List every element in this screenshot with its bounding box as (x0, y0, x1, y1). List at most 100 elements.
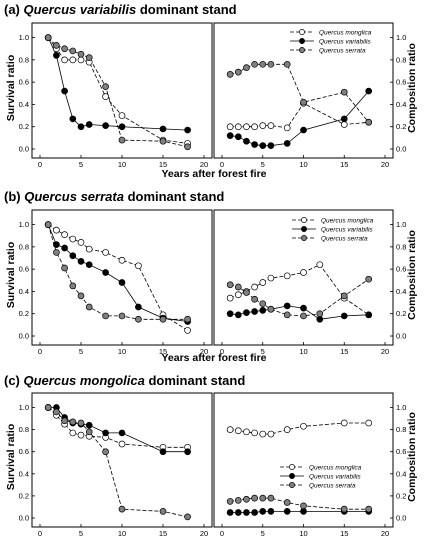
data-point-serrata (44, 34, 52, 41)
panel-b-prefix: (b) (4, 189, 25, 204)
data-point-serrata (53, 408, 60, 416)
data-point-mongolica (267, 122, 275, 129)
series-line-variabilis (230, 305, 369, 320)
x-tick-label: 10 (299, 160, 307, 169)
data-point-mongolica (340, 419, 348, 427)
x-tick-label: 5 (79, 160, 83, 169)
y-tick-label: 1.0 (19, 403, 29, 412)
data-point-serrata (243, 64, 250, 72)
data-point-mongolica (118, 256, 126, 264)
data-point-variabilis (251, 509, 258, 516)
data-point-mongolica (226, 426, 234, 433)
series-line-variabilis (230, 90, 370, 147)
x-tick-label: 5 (261, 529, 265, 538)
data-point-variabilis (283, 140, 291, 147)
panel-a-right-ylabel: Composition ratio (406, 43, 418, 133)
data-point-serrata (53, 42, 60, 49)
data-point-mongolica (118, 112, 126, 119)
data-point-mongolica (61, 231, 68, 238)
x-tick-label: 0 (38, 347, 42, 356)
x-tick-label: 20 (200, 160, 208, 169)
y-tick-label: 0.0 (396, 514, 406, 523)
data-point-mongolica (365, 419, 373, 427)
data-point-mongolica (69, 235, 77, 243)
data-point-variabilis (118, 123, 126, 131)
x-tick-label: 15 (159, 160, 167, 169)
data-point-variabilis (267, 142, 275, 150)
data-point-variabilis (259, 142, 267, 150)
panel-c-right-ylabel: Composition ratio (406, 412, 418, 502)
series-line-mongolica (230, 422, 369, 435)
panel-b-right-ylabel: Composition ratio (406, 230, 418, 320)
data-point-serrata (267, 494, 275, 502)
data-point-variabilis (53, 241, 60, 248)
series-line-serrata (47, 224, 188, 320)
x-tick-label: 15 (340, 529, 348, 538)
panel-c-prefix: (c) (4, 373, 24, 388)
plot-a-composition: 0 5 10 15 20 0.0 0.2 0.4 0.6 0.8 1.0 Quercus mongli… (213, 22, 406, 169)
legend-marker-mongolica (301, 217, 307, 223)
panel-b-species: Quercus serrata (24, 189, 124, 204)
data-point-variabilis (234, 509, 242, 516)
panel-a-prefix: (a) (4, 2, 24, 17)
y-tick-label: 0.8 (396, 55, 406, 64)
data-point-serrata (226, 281, 234, 289)
series-line-mongolica (230, 102, 369, 129)
data-point-serrata (251, 494, 258, 502)
data-point-serrata (283, 311, 291, 319)
data-point-variabilis (259, 508, 267, 515)
y-tick-label: 0.8 (19, 55, 29, 64)
data-point-mongolica (283, 272, 291, 280)
y-tick-label: 0.4 (396, 469, 406, 478)
legend-label-variabilis: Quercus variabilis (319, 38, 371, 45)
data-point-variabilis (300, 508, 307, 515)
data-point-mongolica (300, 422, 307, 430)
plot-a-survival: 0 5 10 15 20 0.0 0.2 0.4 0.6 0.8 1.0 (19, 22, 213, 169)
legend-label-mongolica: Quercus monglica (321, 217, 374, 224)
legend-marker-serrata (289, 482, 295, 488)
data-point-serrata (283, 499, 291, 506)
series-line-serrata (230, 63, 370, 123)
legend-marker-variabilis (289, 473, 295, 479)
y-tick-label: 0.0 (19, 514, 29, 523)
data-point-serrata (267, 60, 275, 68)
data-point-serrata (300, 312, 307, 320)
y-tick-label: 0.8 (396, 425, 406, 434)
plot-b-composition: 0 5 10 15 20 0.0 0.2 0.4 0.6 0.8 1.0 Quercus mongli… (213, 209, 406, 356)
data-point-serrata (184, 513, 191, 521)
data-point-variabilis (69, 252, 77, 260)
x-tick-label: 0 (220, 160, 224, 169)
data-point-mongolica (267, 274, 275, 282)
y-tick-label: 0.4 (396, 287, 406, 296)
legend-marker-mongolica (289, 464, 295, 470)
data-point-variabilis (251, 308, 258, 315)
y-tick-label: 0.4 (19, 100, 29, 109)
panel-b-suffix: dominant stand (123, 189, 225, 204)
data-point-variabilis (316, 315, 324, 323)
data-point-serrata (69, 282, 77, 290)
data-point-mongolica (243, 428, 250, 436)
x-tick-label: 5 (79, 529, 83, 538)
x-tick-label: 5 (261, 347, 265, 356)
data-point-serrata (77, 50, 85, 58)
data-point-serrata (226, 70, 234, 78)
legend-marker-variabilis (299, 38, 305, 44)
data-point-serrata (316, 310, 324, 318)
data-point-variabilis (118, 429, 126, 437)
y-tick-label: 0.0 (396, 145, 406, 154)
data-point-mongolica (234, 123, 242, 131)
data-point-mongolica (226, 123, 234, 131)
data-point-serrata (251, 295, 258, 303)
y-tick-label: 1.0 (19, 33, 29, 42)
x-tick-label: 15 (340, 160, 348, 169)
data-point-mongolica (135, 262, 142, 270)
x-tick-label: 0 (38, 160, 42, 169)
data-point-serrata (283, 60, 291, 68)
x-tick-label: 10 (118, 347, 126, 356)
data-point-serrata (102, 448, 109, 456)
data-point-variabilis (53, 52, 60, 59)
x-tick-label: 0 (220, 347, 224, 356)
data-point-variabilis (267, 508, 275, 515)
data-point-serrata (102, 312, 109, 320)
